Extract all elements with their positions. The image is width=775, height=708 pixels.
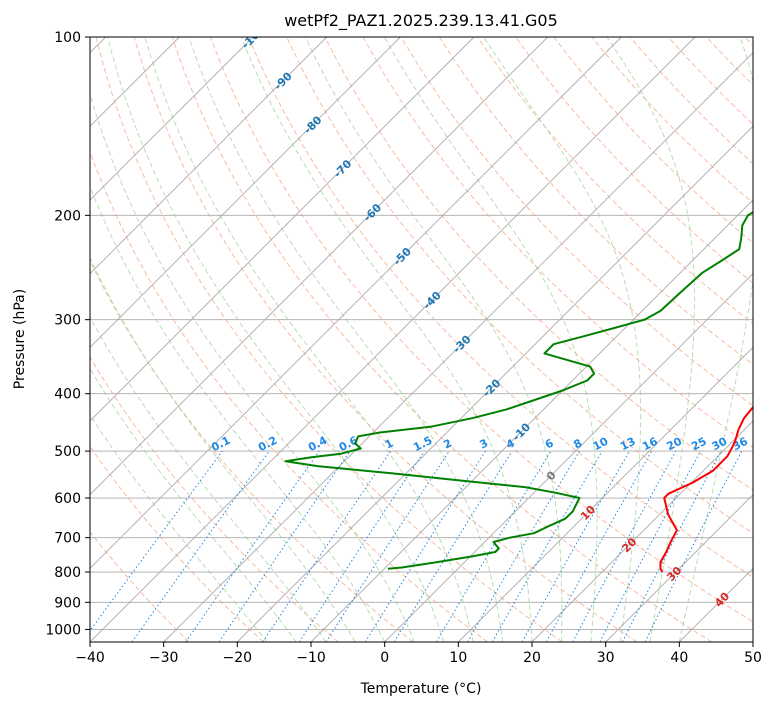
x-tick-label: −10 [296, 650, 326, 666]
moist-adiabat-line [606, 37, 696, 642]
isotherm-line [90, 37, 327, 275]
dry-adiabat-line [553, 37, 753, 244]
mixing-ratio-line [131, 450, 270, 642]
moist-adiabat-line [240, 37, 533, 642]
x-tick-label: 10 [449, 650, 467, 666]
mixing-ratio-line [572, 450, 677, 642]
dry-adiabat-line [324, 37, 753, 491]
moist-adiabat-line [90, 185, 386, 642]
dry-adiabat-line [248, 37, 753, 578]
isotherm-line [237, 125, 753, 642]
isotherm-line [531, 420, 753, 642]
isotherm-line [90, 37, 475, 422]
mixing-ratio-line [393, 450, 513, 642]
isotherm-line [605, 494, 753, 642]
plot-area: -100-90-80-70-60-50-40-30-20-10010203040… [90, 37, 753, 642]
x-tick-label: −30 [149, 650, 179, 666]
mixing-ratio-line [435, 450, 552, 642]
x-tick-label: 0 [380, 650, 389, 666]
mixing-ratio-lines [90, 450, 743, 642]
isotherm-line [90, 37, 254, 201]
dry-adiabat-line [90, 259, 414, 642]
moist-adiabat-line [90, 256, 356, 642]
dry-adiabat-line [95, 37, 563, 642]
dry-adiabat-line [210, 37, 753, 623]
plot-frame [89, 36, 754, 643]
x-tick-label: −20 [223, 650, 253, 666]
dry-adiabat-line [591, 37, 753, 204]
x-tick-label: 30 [597, 650, 615, 666]
mixing-ratio-line [325, 450, 450, 642]
dry-adiabat-line [477, 37, 753, 325]
mixing-ratio-label: 10 [591, 435, 611, 454]
isotherm-line [90, 37, 401, 348]
moist-adiabat-line [90, 316, 327, 642]
y-tick-label: 300 [54, 313, 81, 329]
dry-adiabat-line [400, 37, 753, 407]
mixing-ratio-line [90, 450, 223, 632]
mixing-ratio-label: 13 [618, 435, 638, 454]
mixing-ratio-line [521, 450, 630, 642]
x-tick-label: 50 [744, 650, 762, 666]
mixing-ratio-label: 30 [710, 435, 730, 454]
dry-adiabat-line [90, 531, 190, 642]
mixing-ratio-line [364, 450, 486, 642]
isotherm-line [90, 37, 548, 496]
chart-title: wetPf2_PAZ1.2025.239.13.41.G05 [284, 11, 558, 31]
y-axis-ticks: 100 200 300 400 500 600 700 800 900 1000 [45, 30, 90, 638]
isotherm-line [90, 37, 696, 642]
y-tick-label: 700 [54, 531, 81, 547]
moist-adiabat-line [90, 413, 268, 642]
y-tick-label: 500 [54, 444, 81, 460]
dry-adiabat-line [90, 150, 488, 642]
y-tick-label: 400 [54, 387, 81, 403]
y-tick-label: 1000 [45, 622, 81, 638]
dry-adiabat-line [438, 37, 753, 366]
mixing-ratio-line [185, 450, 320, 642]
temperature-line [659, 405, 753, 573]
mixing-ratio-line [545, 450, 653, 642]
mixing-ratio-line [218, 450, 351, 642]
isotherm-line [458, 346, 753, 642]
moist-adiabat-line [483, 37, 642, 642]
dry-adiabat-line [90, 356, 339, 642]
x-tick-label: −40 [75, 650, 105, 666]
x-axis-label: Temperature (°C) [360, 681, 482, 697]
y-tick-label: 600 [54, 491, 81, 507]
mixing-ratio-line [467, 450, 580, 642]
x-tick-label: 40 [670, 650, 688, 666]
y-tick-label: 200 [54, 208, 81, 224]
moist-adiabat-line [107, 37, 445, 642]
sounding-series [284, 211, 753, 573]
isotherm-line [310, 199, 753, 642]
isotherm-line [90, 37, 622, 569]
moist-adiabat-line [90, 92, 415, 642]
mixing-ratio-label: 20 [664, 435, 684, 454]
mixing-ratio-label: 25 [689, 435, 709, 454]
isotherm-line [163, 52, 753, 642]
moist-adiabat-line [144, 37, 474, 642]
x-axis-ticks: −40 −30 −20 −10 0 10 20 30 40 50 [75, 642, 762, 666]
mixing-ratio-label: 16 [640, 435, 660, 454]
isotherm-line [384, 273, 753, 642]
moist-adiabat-line [90, 367, 297, 642]
x-tick-label: 20 [523, 650, 541, 666]
dry-adiabat-line [171, 37, 712, 642]
dewpoint-line [284, 211, 753, 570]
dry-adiabat-line [286, 37, 753, 534]
isotherms [90, 37, 753, 642]
y-tick-label: 800 [54, 565, 81, 581]
y-tick-label: 100 [54, 30, 81, 46]
moist-adiabat-line [188, 37, 503, 642]
y-axis-label: Pressure (hPa) [12, 289, 28, 389]
y-tick-label: 900 [54, 595, 81, 611]
mixing-ratio-line [491, 450, 603, 642]
